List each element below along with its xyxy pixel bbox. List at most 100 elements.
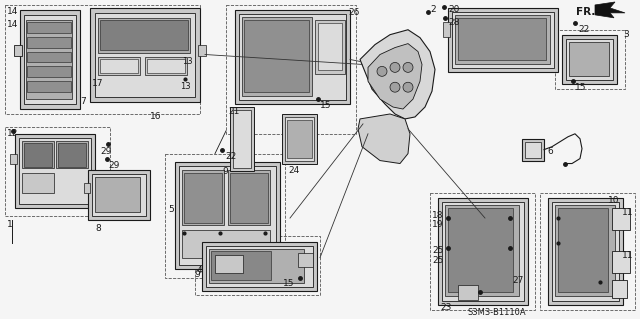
Bar xyxy=(318,23,342,70)
Bar xyxy=(184,174,222,223)
Text: 9: 9 xyxy=(222,167,228,175)
Text: 1: 1 xyxy=(7,220,13,229)
Bar xyxy=(100,59,138,73)
Text: 26: 26 xyxy=(348,8,360,17)
Text: 9: 9 xyxy=(194,270,200,278)
Bar xyxy=(555,205,615,296)
Text: 19: 19 xyxy=(432,220,444,229)
Bar xyxy=(15,134,95,208)
Bar xyxy=(22,174,54,193)
Text: 8: 8 xyxy=(95,224,100,233)
Bar xyxy=(175,161,280,269)
Text: 5: 5 xyxy=(168,205,173,214)
Text: 27: 27 xyxy=(512,276,524,285)
Bar xyxy=(569,41,609,76)
Bar xyxy=(198,45,206,56)
Bar xyxy=(182,170,224,225)
Bar xyxy=(98,57,140,75)
Text: FR.: FR. xyxy=(576,7,595,17)
Bar xyxy=(5,127,110,216)
Text: 17: 17 xyxy=(92,79,104,88)
Text: 14: 14 xyxy=(7,7,19,16)
Bar xyxy=(228,170,270,225)
Bar xyxy=(458,18,546,61)
Text: 22: 22 xyxy=(225,152,236,161)
Bar xyxy=(10,154,17,164)
Bar xyxy=(182,230,270,258)
Bar xyxy=(27,22,71,33)
Circle shape xyxy=(390,63,400,72)
Bar xyxy=(84,183,90,193)
Bar xyxy=(244,20,309,92)
Text: 4: 4 xyxy=(197,266,203,275)
Text: 28: 28 xyxy=(448,18,460,27)
Bar xyxy=(58,143,86,167)
Bar xyxy=(27,37,71,48)
Bar xyxy=(230,174,268,223)
Polygon shape xyxy=(368,44,422,109)
Text: 23: 23 xyxy=(440,303,451,312)
Text: 11: 11 xyxy=(622,208,634,217)
Polygon shape xyxy=(358,114,410,164)
Bar xyxy=(202,242,317,291)
Bar xyxy=(525,142,541,158)
Bar xyxy=(98,18,190,53)
Text: 2: 2 xyxy=(430,5,436,14)
Bar xyxy=(226,5,356,134)
Text: 6: 6 xyxy=(547,147,553,156)
Bar xyxy=(540,193,635,310)
Text: 10: 10 xyxy=(608,196,620,205)
Bar xyxy=(552,202,619,301)
Bar xyxy=(612,208,630,230)
Bar xyxy=(100,20,188,49)
Bar xyxy=(458,286,478,300)
Bar xyxy=(612,251,630,272)
Bar xyxy=(90,8,200,102)
Bar xyxy=(179,166,276,265)
Bar xyxy=(442,202,524,301)
Text: 11: 11 xyxy=(622,251,634,260)
Bar xyxy=(233,110,251,168)
Bar xyxy=(215,255,243,272)
Bar xyxy=(438,198,528,305)
Bar xyxy=(195,236,320,295)
Text: 29: 29 xyxy=(100,147,111,156)
Text: 25: 25 xyxy=(432,246,444,255)
Circle shape xyxy=(377,66,387,76)
Bar xyxy=(315,20,345,74)
Bar xyxy=(230,107,254,171)
Bar xyxy=(522,139,544,160)
Text: 13: 13 xyxy=(182,57,193,66)
Bar xyxy=(145,57,187,75)
Bar xyxy=(211,251,271,280)
Text: 15: 15 xyxy=(575,83,586,92)
Bar xyxy=(562,35,617,84)
Bar xyxy=(209,249,304,284)
Text: 25: 25 xyxy=(432,256,444,265)
Circle shape xyxy=(390,82,400,92)
Text: 3: 3 xyxy=(623,30,628,39)
Bar xyxy=(27,66,71,77)
Bar xyxy=(95,177,140,212)
Polygon shape xyxy=(595,2,625,18)
Text: 18: 18 xyxy=(432,211,444,220)
Bar xyxy=(24,143,52,167)
Bar xyxy=(558,208,608,293)
Text: 16: 16 xyxy=(150,112,161,121)
Text: 24: 24 xyxy=(288,166,300,174)
Text: 20: 20 xyxy=(448,5,460,14)
Bar xyxy=(147,59,185,73)
Bar xyxy=(285,117,314,160)
Text: 15: 15 xyxy=(320,101,332,110)
Text: 22: 22 xyxy=(578,25,589,34)
Bar xyxy=(24,15,76,104)
Bar xyxy=(430,193,535,310)
Circle shape xyxy=(403,82,413,92)
Text: 13: 13 xyxy=(180,82,191,91)
Text: 14: 14 xyxy=(7,20,19,29)
Bar xyxy=(448,208,513,293)
Bar xyxy=(452,12,554,68)
Bar xyxy=(56,141,88,168)
Text: S3M3-B1110A: S3M3-B1110A xyxy=(468,308,527,317)
Bar xyxy=(445,205,519,296)
